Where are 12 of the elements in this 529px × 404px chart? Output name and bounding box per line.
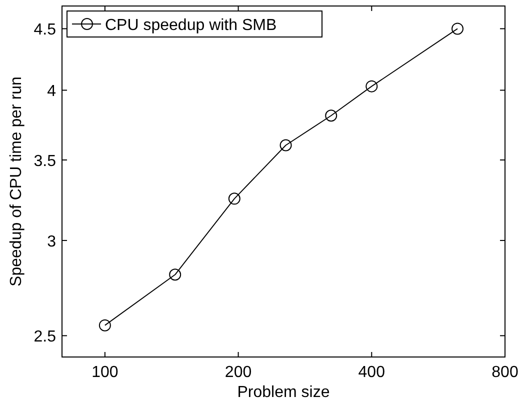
y-tick-label: 3 [47,233,56,250]
y-tick-label: 3.5 [34,152,56,170]
x-axis-title: Problem size [237,384,330,401]
x-tick-label: 400 [358,364,386,381]
x-tick-label: 100 [92,364,118,381]
y-tick-label: 4 [47,83,56,100]
x-tick-label: 200 [224,364,252,381]
x-tick-label: 800 [492,364,518,381]
y-tick-label: 4.5 [34,22,56,39]
y-axis-title: Speedup of CPU time per run [8,76,25,286]
legend-label: CPU speedup with SMB [105,17,277,34]
y-tick-label: 2.5 [34,328,56,346]
